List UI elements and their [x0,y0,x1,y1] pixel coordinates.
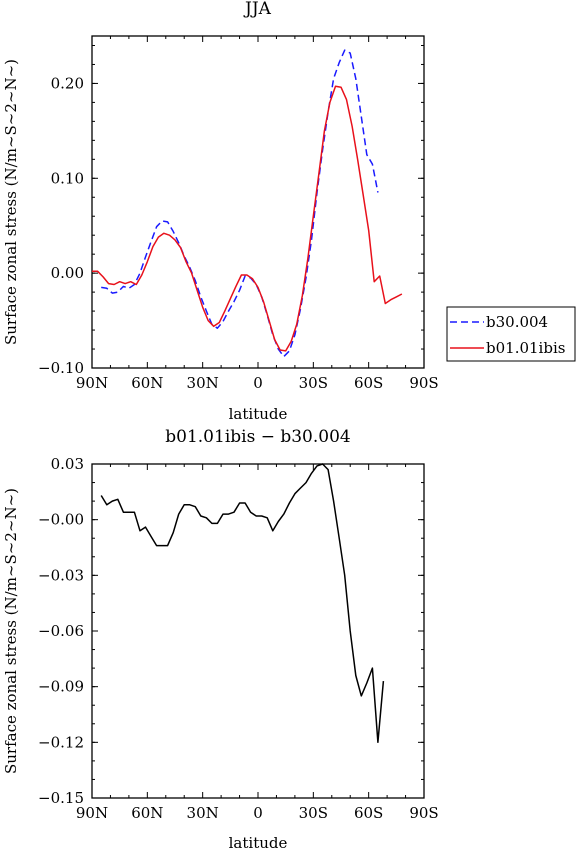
y-tick-label: −0.03 [38,566,84,584]
legend-label: b30.004 [486,313,548,331]
x-tick-label: 60S [354,374,383,392]
y-tick-label: −0.00 [38,511,84,529]
x-tick-label: 0 [253,804,263,822]
x-tick-label: 90S [409,374,438,392]
top-panel: 90N 60N 30N 0 30S 60S 90S −0.10 0.00 0.10 0.20 JJA l… [2,0,439,423]
chart-title: b01.01ibis − b30.004 [165,427,350,447]
series-line-b30.004 [101,49,379,358]
x-tick-label: 60N [131,804,163,822]
x-tick-label: 90S [409,804,438,822]
x-tick-label: 60N [131,374,163,392]
x-tick-label: 30S [299,374,328,392]
y-tick-label: 0.20 [51,74,84,92]
y-axis-label: Surface zonal stress (N/m~S~2~N~) [2,488,20,774]
x-tick-label: 90N [76,804,108,822]
x-tick-label: 30S [299,804,328,822]
x-tick-label: 0 [253,374,263,392]
x-tick-label: 30N [187,374,219,392]
x-tick-label: 60S [354,804,383,822]
y-tick-label: −0.10 [38,359,84,377]
x-axis-label: latitude [229,405,288,423]
y-tick-label: 0.00 [51,264,84,282]
x-tick-label: 30N [187,804,219,822]
legend-label: b01.01ibis [486,339,565,357]
legend-box [446,306,576,362]
y-tick-label: −0.12 [38,733,84,751]
x-axis-label: latitude [229,834,288,851]
bottom-panel: 90N 60N 30N 0 30S 60S 90S 0.03 −0.00 −0.03 −0.06 −0… [2,427,439,851]
chart-title: JJA [243,0,272,19]
y-tick-label: −0.06 [38,622,84,640]
plot-frame [91,463,425,799]
x-tick-label: 90N [76,374,108,392]
series-line-b01.01ibis [92,85,403,352]
y-axis-label: Surface zonal stress (N/m~S~2~N~) [2,59,20,345]
y-tick-label: −0.09 [38,678,84,696]
y-tick-label: 0.03 [51,455,84,473]
legend: b30.004 b01.01ibis [446,306,576,362]
y-tick-label: 0.10 [51,169,84,187]
y-tick-label: −0.15 [38,789,84,807]
series-line-difference [100,463,385,744]
plot-frame [91,35,425,369]
